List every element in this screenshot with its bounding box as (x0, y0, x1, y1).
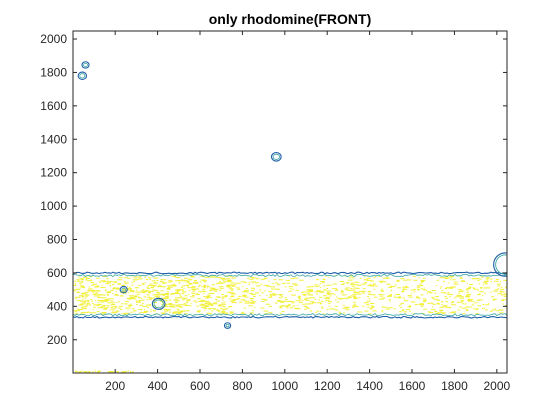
contour-spot-inner (83, 62, 88, 67)
contour-band-top-edge (73, 271, 507, 275)
contour-ring-outer (493, 252, 507, 277)
x-tick-label: 600 (190, 379, 210, 393)
axes-box (72, 30, 508, 374)
contour-spot-inner (79, 73, 86, 79)
x-tick-label: 1200 (314, 379, 341, 393)
contour-spot-outer (119, 285, 128, 294)
contour-spot-outer (151, 297, 166, 310)
contour-band-bottom-inner (73, 313, 507, 317)
y-tick-label: 1800 (40, 65, 67, 79)
y-axis-ticks: 200 400 600 800 1000 1200 1400 1600 1800 2000 (40, 32, 507, 347)
y-tick-label: 1000 (40, 199, 67, 213)
y-tick-label: 600 (47, 266, 67, 280)
contour-layer (73, 61, 507, 373)
contour-spot-inner (225, 323, 230, 328)
y-tick-label: 1400 (40, 132, 67, 146)
y-tick-label: 400 (47, 299, 67, 313)
x-tick-label: 1800 (441, 379, 468, 393)
contour-spot-inner (121, 287, 127, 292)
contour-spot-inner (272, 153, 280, 160)
chart-title: only rhodomine(FRONT) (209, 11, 372, 27)
x-tick-label: 1400 (356, 379, 383, 393)
x-tick-label: 1000 (271, 379, 298, 393)
x-tick-label: 1600 (399, 379, 426, 393)
x-tick-label: 400 (148, 379, 168, 393)
y-tick-label: 800 (47, 233, 67, 247)
contour-spot-outer (270, 152, 282, 162)
x-tick-label: 200 (105, 379, 125, 393)
plot-area (73, 31, 507, 373)
y-tick-label: 200 (47, 333, 67, 347)
contour-spot-outer (223, 322, 232, 329)
contour-spot-inner (153, 299, 164, 309)
contour-spot-outer (81, 61, 90, 69)
y-tick-label: 2000 (40, 32, 67, 46)
contour-band-bottom-edge (73, 315, 507, 319)
y-tick-label: 1200 (40, 166, 67, 180)
y-tick-label: 1600 (40, 99, 67, 113)
x-tick-label: 800 (232, 379, 252, 393)
x-axis-ticks: 200 400 600 800 1000 1200 1400 1600 1800 2000 (105, 31, 510, 393)
contour-spot-outer (77, 71, 88, 81)
contour-band-top-inner (73, 273, 507, 278)
axes (72, 30, 508, 374)
contour-ring-inner (495, 254, 507, 275)
x-tick-label: 2000 (483, 379, 510, 393)
